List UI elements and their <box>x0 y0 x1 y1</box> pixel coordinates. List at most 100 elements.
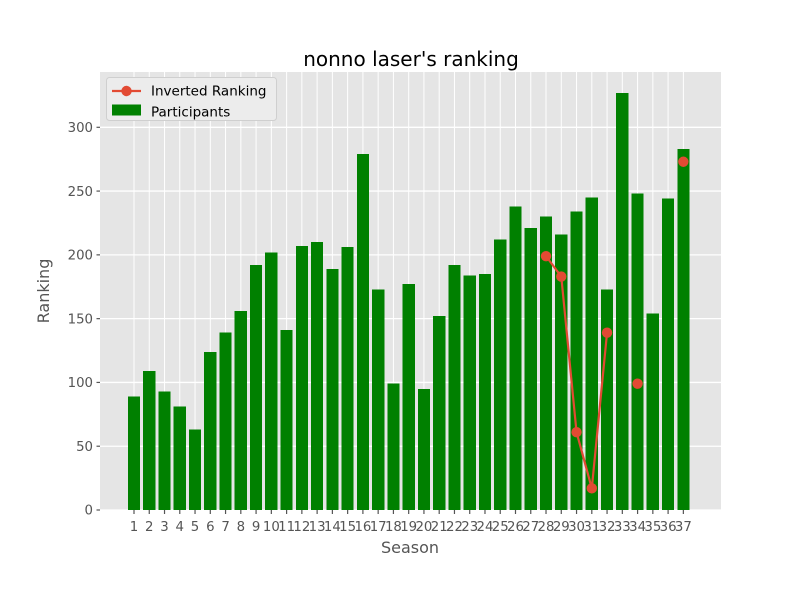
x-axis-label: Season <box>381 538 439 557</box>
x-tick-label-15: 15 <box>339 520 356 535</box>
x-tick-label-24: 24 <box>477 520 494 535</box>
x-tick-label-36: 36 <box>660 520 677 535</box>
y-tick-label-200: 200 <box>68 249 93 264</box>
marker-season-31 <box>586 483 597 494</box>
inverted-ranking-line <box>540 156 689 494</box>
x-tick-label-1: 1 <box>130 520 138 535</box>
x-tick-label-28: 28 <box>538 520 555 535</box>
bar-season-36 <box>662 198 675 510</box>
x-tick-label-23: 23 <box>461 520 478 535</box>
bar-season-33 <box>616 92 629 511</box>
x-tick-label-18: 18 <box>385 520 402 535</box>
bar-season-37 <box>677 148 690 510</box>
bar-season-7 <box>219 332 232 510</box>
y-tick-label-300: 300 <box>68 121 93 136</box>
bar-season-21 <box>433 316 446 510</box>
y-tick-label-50: 50 <box>76 440 93 455</box>
x-tick-label-11: 11 <box>278 520 295 535</box>
axis-tick-marks <box>96 126 684 514</box>
bar-season-30 <box>570 211 583 510</box>
bar-season-11 <box>280 330 293 510</box>
legend-label-inverted-ranking: Inverted Ranking <box>151 84 266 100</box>
x-tick-label-33: 33 <box>614 520 631 535</box>
legend-line-marker-icon <box>121 85 132 97</box>
marker-season-29 <box>556 271 567 282</box>
bar-season-10 <box>265 252 278 510</box>
y-axis-tick-labels: 0 50 100 150 200 250 300 <box>68 121 93 519</box>
bar-season-4 <box>173 406 186 510</box>
x-tick-label-14: 14 <box>324 520 341 535</box>
bar-season-35 <box>646 313 659 510</box>
y-tick-label-0: 0 <box>85 504 93 519</box>
x-tick-label-32: 32 <box>599 520 616 535</box>
x-tick-label-19: 19 <box>400 520 417 535</box>
x-tick-label-6: 6 <box>206 520 214 535</box>
bar-season-3 <box>158 391 171 510</box>
bar-season-31 <box>585 197 598 510</box>
bar-season-9 <box>249 265 263 510</box>
x-tick-label-27: 27 <box>522 520 539 535</box>
x-tick-label-16: 16 <box>354 520 371 535</box>
x-tick-label-3: 3 <box>160 520 168 535</box>
y-tick-label-100: 100 <box>68 376 93 391</box>
x-tick-label-4: 4 <box>176 520 184 535</box>
x-tick-label-10: 10 <box>263 520 280 535</box>
marker-season-37 <box>678 156 689 167</box>
bar-season-17 <box>372 289 385 510</box>
x-tick-label-35: 35 <box>644 520 661 535</box>
bar-season-26 <box>509 206 522 510</box>
participants-bars <box>127 92 690 511</box>
x-tick-label-9: 9 <box>252 520 260 535</box>
x-tick-label-30: 30 <box>568 520 585 535</box>
marker-season-34 <box>632 378 643 389</box>
x-tick-label-29: 29 <box>553 520 570 535</box>
x-tick-label-2: 2 <box>145 520 153 535</box>
x-tick-label-21: 21 <box>431 520 448 535</box>
bar-season-20 <box>417 388 431 510</box>
legend-bar-swatch <box>112 104 141 116</box>
bar-season-14 <box>326 268 339 510</box>
marker-season-30 <box>571 426 582 438</box>
bar-season-27 <box>524 228 537 510</box>
marker-season-32 <box>601 327 613 338</box>
y-axis-label: Ranking <box>34 259 53 324</box>
x-tick-label-37: 37 <box>675 520 692 535</box>
bar-season-34 <box>631 193 644 510</box>
legend-label-participants: Participants <box>151 105 230 121</box>
bar-season-23 <box>463 275 476 510</box>
x-tick-label-7: 7 <box>221 520 229 535</box>
x-tick-label-5: 5 <box>191 520 199 535</box>
bar-season-12 <box>295 245 308 510</box>
bar-season-16 <box>356 154 369 511</box>
y-tick-label-150: 150 <box>68 312 93 327</box>
bar-season-6 <box>204 351 217 510</box>
bar-season-5 <box>188 429 202 510</box>
bar-season-32 <box>600 289 614 510</box>
x-tick-label-22: 22 <box>446 520 463 535</box>
bar-season-15 <box>341 247 354 511</box>
bar-season-13 <box>311 242 324 511</box>
x-tick-label-20: 20 <box>415 520 432 535</box>
x-tick-label-12: 12 <box>293 520 310 535</box>
chart-title: nonno laser's ranking <box>303 47 519 71</box>
bar-season-28 <box>539 216 553 510</box>
bar-season-25 <box>494 239 507 511</box>
bar-season-8 <box>234 310 247 510</box>
x-axis-tick-labels: 1 2 3 4 5 6 7 8 9 1011121314151617181920212223242… <box>130 520 692 535</box>
bar-season-2 <box>143 370 156 510</box>
x-tick-label-31: 31 <box>583 520 600 535</box>
bar-season-19 <box>402 284 415 510</box>
bar-season-18 <box>387 383 400 510</box>
x-tick-label-25: 25 <box>492 520 509 535</box>
x-tick-label-26: 26 <box>507 520 524 535</box>
bar-season-1 <box>127 396 141 510</box>
y-tick-label-250: 250 <box>68 185 93 200</box>
x-tick-label-17: 17 <box>370 520 387 535</box>
bar-season-22 <box>448 265 461 510</box>
x-tick-label-34: 34 <box>629 520 646 535</box>
bar-season-24 <box>478 274 492 510</box>
legend: Inverted Ranking Participants <box>106 77 277 121</box>
x-tick-label-8: 8 <box>237 520 245 535</box>
